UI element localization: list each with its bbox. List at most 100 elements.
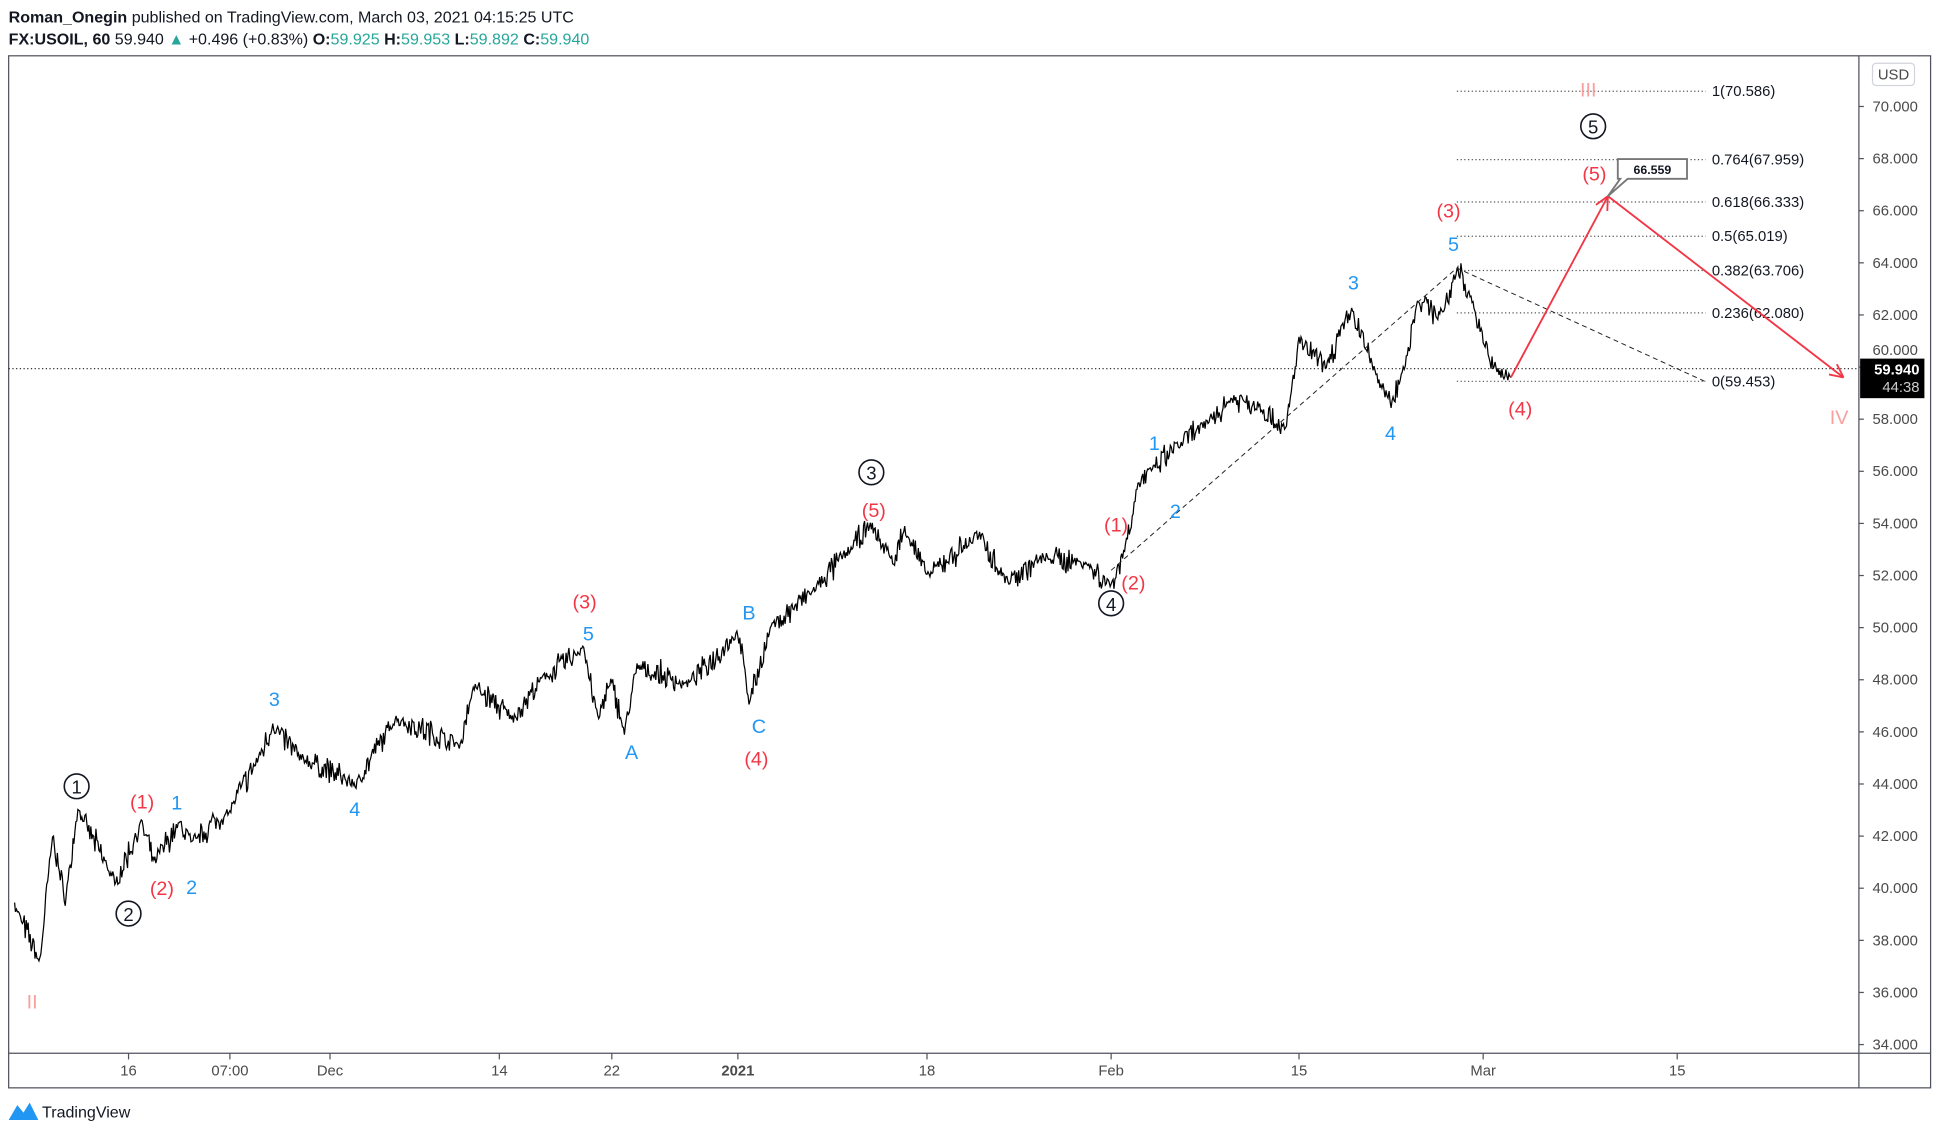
fib-level-label: 0.618(66.333): [1712, 195, 1804, 211]
wave-label[interactable]: 2: [123, 904, 133, 925]
price-axis[interactable]: 34.000 36.000 38.000 40.000 42.000 44.000 46.0…: [1858, 99, 1918, 1054]
wave-label[interactable]: 5: [1448, 234, 1459, 256]
fib-level-label: 0.764(67.959): [1712, 153, 1804, 169]
current-price-tag: [1860, 358, 1925, 399]
wave-label[interactable]: 2: [186, 877, 197, 899]
price-tick-label: 66.000: [1872, 204, 1917, 220]
wave-label[interactable]: B: [742, 602, 755, 624]
wave-label[interactable]: (5): [862, 500, 886, 522]
low-value: 59.892: [470, 31, 519, 49]
close-label: C:: [523, 31, 540, 49]
arrowhead-icon: [1828, 373, 1844, 379]
open-value: 59.925: [331, 31, 380, 49]
projection-arrow-down[interactable]: [1607, 195, 1845, 379]
price-callout-label: 66.559: [1634, 163, 1672, 177]
wave-circle-icon: [63, 773, 90, 800]
wave-label[interactable]: (3): [1436, 201, 1460, 223]
wave-label[interactable]: 3: [269, 689, 280, 711]
arrowhead-icon: [1836, 363, 1845, 378]
fib-level-label: 0(59.453): [1712, 374, 1776, 390]
price-tick-label: 54.000: [1872, 516, 1917, 532]
wave-circle-icon: [1580, 113, 1607, 140]
price-tick-label: 60.000: [1872, 343, 1917, 359]
wave-circle-icon: [858, 459, 885, 486]
wave-label[interactable]: II: [27, 992, 38, 1014]
price-tick-label: 64.000: [1872, 256, 1917, 272]
wave-label[interactable]: 5: [1588, 117, 1598, 138]
wave-label[interactable]: III: [1580, 80, 1596, 102]
price-tick-label: 52.000: [1872, 568, 1917, 584]
wave-label[interactable]: C: [752, 716, 766, 738]
tradingview-logo[interactable]: TradingView: [8, 1102, 131, 1122]
tradingview-brand: TradingView: [42, 1104, 131, 1122]
wave-label[interactable]: (4): [744, 748, 768, 770]
currency-button[interactable]: [1871, 62, 1916, 87]
open-label: O:: [313, 31, 331, 49]
price-tick-label: 68.000: [1872, 152, 1917, 168]
time-tick-label: 18: [919, 1063, 936, 1079]
wave-label[interactable]: (3): [573, 591, 597, 613]
wave-label[interactable]: 3: [1348, 272, 1359, 294]
time-tick-label: 15: [1669, 1063, 1686, 1079]
time-tick-label: Mar: [1470, 1063, 1496, 1079]
wave-label[interactable]: 4: [1385, 423, 1396, 445]
arrowhead-icon: [1606, 196, 1609, 212]
high-label: H:: [384, 31, 401, 49]
wave-label[interactable]: (1): [1104, 515, 1128, 537]
time-tick-label: 07:00: [211, 1063, 248, 1079]
symbol-name[interactable]: FX:USOIL, 60: [9, 31, 111, 49]
wave-label[interactable]: A: [625, 742, 639, 764]
price-tick-label: 46.000: [1872, 725, 1917, 741]
price-tick-label: 40.000: [1872, 881, 1917, 897]
high-value: 59.953: [401, 31, 450, 49]
price-change: +0.496 (+0.83%): [189, 31, 309, 49]
wave-label[interactable]: (4): [1508, 398, 1532, 420]
wave-label[interactable]: (5): [1582, 164, 1606, 186]
bar-countdown: 44:38: [1882, 380, 1919, 396]
wave-label[interactable]: 1: [71, 777, 81, 798]
wave-circle-icon: [1097, 590, 1125, 617]
time-tick-label: 16: [120, 1063, 137, 1079]
wave-label[interactable]: 4: [1106, 594, 1116, 615]
time-tick-label: 2021: [721, 1063, 754, 1079]
price-tick-label: 56.000: [1872, 464, 1917, 480]
fib-level-label: 0.5(65.019): [1712, 229, 1788, 245]
price-series-line: [13, 263, 1512, 963]
up-triangle-icon: ▲: [168, 31, 184, 49]
author-name[interactable]: Roman_Onegin: [9, 8, 128, 26]
currency-label: USD: [1878, 67, 1909, 83]
wave-label[interactable]: 2: [1170, 501, 1181, 523]
wave-label[interactable]: (2): [1121, 573, 1145, 595]
time-axis[interactable]: 16 07:00 Dec 14 22 2021 18 Feb 15 Mar 15: [120, 1053, 1685, 1079]
chart-frame: [8, 55, 1932, 1089]
wave-label[interactable]: 3: [866, 463, 876, 484]
projection-arrow-up[interactable]: [1510, 195, 1609, 378]
price-tick-label: 38.000: [1872, 933, 1917, 949]
price-tick-label: 70.000: [1872, 99, 1917, 115]
close-value: 59.940: [540, 31, 589, 49]
wave-label[interactable]: 5: [583, 623, 594, 645]
publish-text: published on TradingView.com, March 03, …: [132, 8, 574, 26]
fib-level-label: 0.236(62.080): [1712, 306, 1804, 322]
price-tick-label: 42.000: [1872, 829, 1917, 845]
trend-dashed-line[interactable]: [1110, 267, 1706, 571]
price-pane[interactable]: 1(70.586) 0.764(67.959) 0.618(66.333) 0.5(6…: [8, 80, 1859, 1014]
time-tick-label: Feb: [1098, 1063, 1124, 1079]
wave-label[interactable]: 1: [171, 793, 182, 815]
wave-label[interactable]: 1: [1149, 433, 1160, 455]
price-tick-label: 48.000: [1872, 673, 1917, 689]
wave-label[interactable]: IV: [1830, 407, 1849, 429]
wave-label[interactable]: (2): [150, 878, 174, 900]
wave-label[interactable]: (1): [130, 792, 154, 814]
wave-label[interactable]: 4: [349, 799, 360, 821]
last-price: 59.940: [115, 31, 164, 49]
fib-level-label: 0.382(63.706): [1712, 263, 1804, 279]
wave-circle-icon: [115, 900, 142, 927]
fib-level-label: 1(70.586): [1712, 84, 1776, 100]
time-tick-label: 15: [1291, 1063, 1308, 1079]
low-label: L:: [455, 31, 470, 49]
time-tick-label: Dec: [317, 1063, 344, 1079]
price-callout[interactable]: [1607, 158, 1688, 197]
time-tick-label: 22: [604, 1063, 621, 1079]
